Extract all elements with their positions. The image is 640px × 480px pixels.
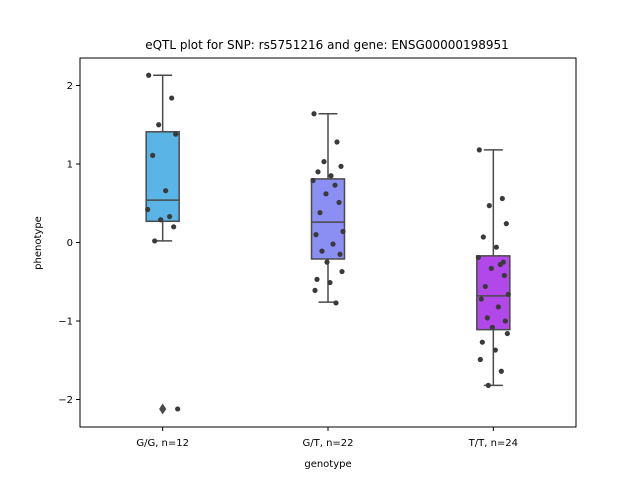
data-point (175, 406, 181, 412)
box-body (310, 178, 346, 260)
data-point (479, 339, 485, 345)
data-point (500, 259, 506, 265)
y-tick-label: −2 (58, 395, 73, 406)
data-point (310, 177, 316, 184)
data-point (152, 238, 158, 244)
data-point (339, 268, 345, 275)
data-point (498, 368, 504, 374)
data-point (167, 213, 173, 220)
data-point (501, 272, 507, 279)
data-point (495, 304, 501, 310)
data-point (146, 72, 152, 78)
y-tick-label: −1 (58, 317, 73, 328)
y-tick-label: 2 (67, 81, 73, 92)
data-point (321, 159, 327, 165)
data-point (313, 232, 319, 238)
data-point (333, 300, 339, 306)
data-point (317, 210, 323, 216)
data-point (150, 152, 156, 158)
x-axis: G/G, n=12 G/T, n=22 T/T, n=24 (136, 427, 518, 449)
data-point (484, 315, 490, 321)
x-tick-label: T/T, n=24 (468, 438, 518, 449)
data-point (328, 173, 334, 179)
data-point (332, 182, 338, 188)
data-point (169, 95, 175, 101)
data-point (323, 191, 329, 197)
data-point (338, 163, 344, 169)
data-point (476, 147, 482, 153)
data-point (312, 287, 318, 293)
data-point (499, 195, 505, 202)
data-point (173, 131, 179, 137)
box-body (145, 131, 180, 223)
data-point (311, 111, 317, 117)
data-point (488, 265, 494, 272)
data-point (314, 276, 320, 282)
data-point (502, 318, 508, 324)
data-point (319, 248, 325, 254)
outlier-marker (159, 403, 167, 415)
data-point (489, 324, 495, 330)
data-point (477, 356, 483, 363)
data-point (482, 283, 488, 290)
data-point (145, 206, 151, 213)
plot-area (145, 72, 511, 415)
data-point (330, 241, 336, 247)
data-point (156, 122, 162, 128)
data-point (504, 330, 510, 337)
data-point (485, 382, 491, 388)
data-point (158, 217, 164, 223)
y-tick-label: 1 (67, 159, 73, 170)
y-axis: 2 1 0 −1 −2 (58, 81, 80, 406)
data-point (327, 279, 333, 286)
data-point (336, 199, 342, 206)
x-axis-label: genotype (304, 459, 351, 470)
data-point (315, 169, 321, 175)
x-tick-label: G/G, n=12 (136, 438, 189, 449)
y-tick-label: 0 (67, 238, 73, 249)
data-point (337, 251, 343, 257)
data-point (171, 224, 177, 230)
data-point (324, 259, 330, 265)
data-point (505, 291, 511, 297)
y-axis-label: phenotype (33, 216, 44, 270)
chart-title: eQTL plot for SNP: rs5751216 and gene: E… (145, 38, 509, 52)
data-point (480, 234, 486, 240)
data-point (503, 221, 509, 227)
x-tick-label: G/T, n=22 (302, 438, 353, 449)
data-point (334, 139, 340, 145)
data-point (493, 244, 499, 250)
data-point (163, 188, 169, 194)
data-point (475, 254, 481, 261)
data-point (478, 296, 484, 302)
data-point (340, 228, 346, 235)
data-point (492, 347, 498, 353)
data-point (486, 203, 492, 209)
box-group (145, 74, 180, 415)
